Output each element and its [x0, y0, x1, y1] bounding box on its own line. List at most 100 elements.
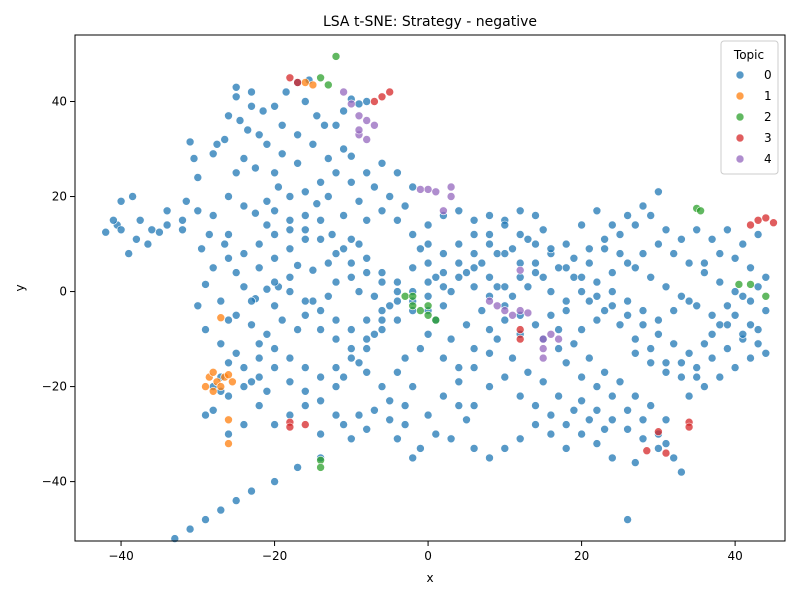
data-point-topic-4	[446, 182, 456, 192]
data-point-topic-0	[143, 239, 153, 249]
data-point-topic-0	[546, 310, 556, 320]
data-point-topic-4	[370, 121, 379, 130]
data-point-topic-0	[454, 363, 464, 372]
data-point-topic-0	[201, 325, 210, 334]
data-point-topic-0	[270, 477, 279, 486]
data-point-topic-0	[577, 372, 586, 382]
data-point-topic-0	[262, 197, 272, 206]
data-point-topic-0	[730, 287, 740, 296]
data-point-topic-0	[677, 235, 686, 244]
data-point-topic-0	[320, 121, 329, 130]
data-point-topic-0	[262, 386, 272, 396]
data-point-topic-0	[235, 116, 245, 125]
data-point-topic-0	[370, 329, 379, 339]
data-point-topic-0	[178, 216, 187, 225]
data-point-topic-0	[569, 253, 579, 263]
data-point-topic-0	[281, 87, 291, 97]
data-point-topic-0	[646, 272, 656, 282]
data-point-topic-0	[423, 258, 433, 268]
data-point-topic-0	[569, 272, 579, 282]
data-point-topic-0	[684, 296, 694, 306]
data-point-topic-0	[270, 102, 279, 111]
data-point-topic-0	[354, 410, 364, 420]
data-point-topic-0	[339, 211, 348, 220]
data-point-topic-0	[331, 315, 341, 325]
data-point-topic-0	[258, 106, 268, 116]
data-point-topic-0	[308, 140, 318, 149]
data-point-topic-0	[251, 208, 260, 218]
data-point-topic-0	[592, 291, 602, 301]
data-point-topic-0	[101, 227, 110, 237]
data-point-topic-0	[753, 230, 763, 239]
data-point-topic-0	[492, 282, 502, 292]
data-point-topic-0	[316, 325, 325, 334]
data-point-topic-0	[285, 377, 295, 387]
data-point-topic-0	[316, 216, 325, 225]
data-point-topic-0	[469, 401, 479, 410]
data-point-topic-0	[761, 348, 771, 358]
legend-marker-topic-1	[735, 91, 745, 101]
data-point-topic-0	[638, 415, 648, 425]
data-point-topic-0	[132, 235, 141, 244]
data-point-topic-0	[162, 206, 172, 216]
data-point-topic-4	[354, 111, 364, 121]
data-point-topic-0	[224, 315, 233, 325]
data-point-topic-0	[416, 344, 425, 353]
data-point-topic-0	[362, 334, 372, 344]
data-point-topic-0	[462, 268, 471, 277]
data-point-topic-0	[231, 168, 241, 178]
data-point-topic-0	[615, 320, 625, 330]
data-point-topic-0	[270, 344, 279, 353]
data-point-topic-0	[193, 173, 203, 182]
data-point-topic-0	[346, 235, 356, 244]
data-point-topic-4	[538, 353, 548, 363]
data-point-topic-0	[185, 137, 195, 147]
plot-frame	[74, 34, 786, 542]
data-point-topic-0	[561, 239, 571, 249]
data-point-topic-0	[262, 329, 272, 339]
data-point-topic-0	[546, 244, 556, 254]
data-point-topic-0	[270, 301, 279, 311]
data-point-topic-0	[607, 220, 617, 230]
data-point-topic-3	[285, 422, 295, 432]
data-point-topic-0	[354, 239, 364, 249]
data-point-topic-0	[439, 282, 448, 292]
data-point-topic-0	[431, 272, 441, 282]
data-point-topic-0	[393, 168, 402, 178]
data-point-topic-0	[707, 353, 717, 363]
data-point-topic-0	[377, 159, 387, 168]
data-point-topic-0	[630, 263, 640, 273]
data-point-topic-1	[208, 367, 218, 377]
data-point-topic-0	[561, 306, 571, 315]
data-point-topic-0	[577, 429, 586, 439]
data-point-topic-2	[316, 455, 325, 465]
data-point-topic-0	[561, 420, 571, 429]
data-point-topic-0	[723, 344, 732, 353]
data-point-topic-0	[761, 272, 771, 282]
data-point-topic-2	[416, 306, 425, 315]
legend-label-topic-4: 4	[764, 152, 772, 166]
data-point-topic-0	[615, 249, 625, 258]
data-point-topic-0	[205, 230, 214, 239]
data-point-topic-0	[623, 424, 632, 434]
data-point-topic-4	[446, 192, 456, 201]
data-point-topic-0	[469, 444, 479, 453]
data-point-topic-0	[393, 277, 402, 287]
data-point-topic-0	[531, 211, 540, 220]
data-point-topic-0	[262, 220, 272, 230]
data-point-topic-0	[554, 325, 563, 334]
data-point-topic-0	[116, 197, 126, 206]
data-point-topic-0	[661, 439, 671, 448]
data-point-topic-0	[485, 239, 494, 249]
data-point-topic-0	[623, 296, 632, 306]
data-point-topic-0	[600, 235, 609, 244]
data-point-topic-0	[254, 239, 264, 249]
data-point-topic-0	[331, 334, 341, 344]
data-point-topic-0	[370, 182, 379, 192]
data-point-topic-0	[615, 230, 625, 239]
data-point-topic-0	[723, 320, 732, 330]
data-point-topic-0	[346, 272, 356, 282]
data-point-topic-0	[293, 130, 302, 140]
data-point-topic-0	[623, 310, 632, 320]
data-point-topic-0	[128, 192, 137, 201]
